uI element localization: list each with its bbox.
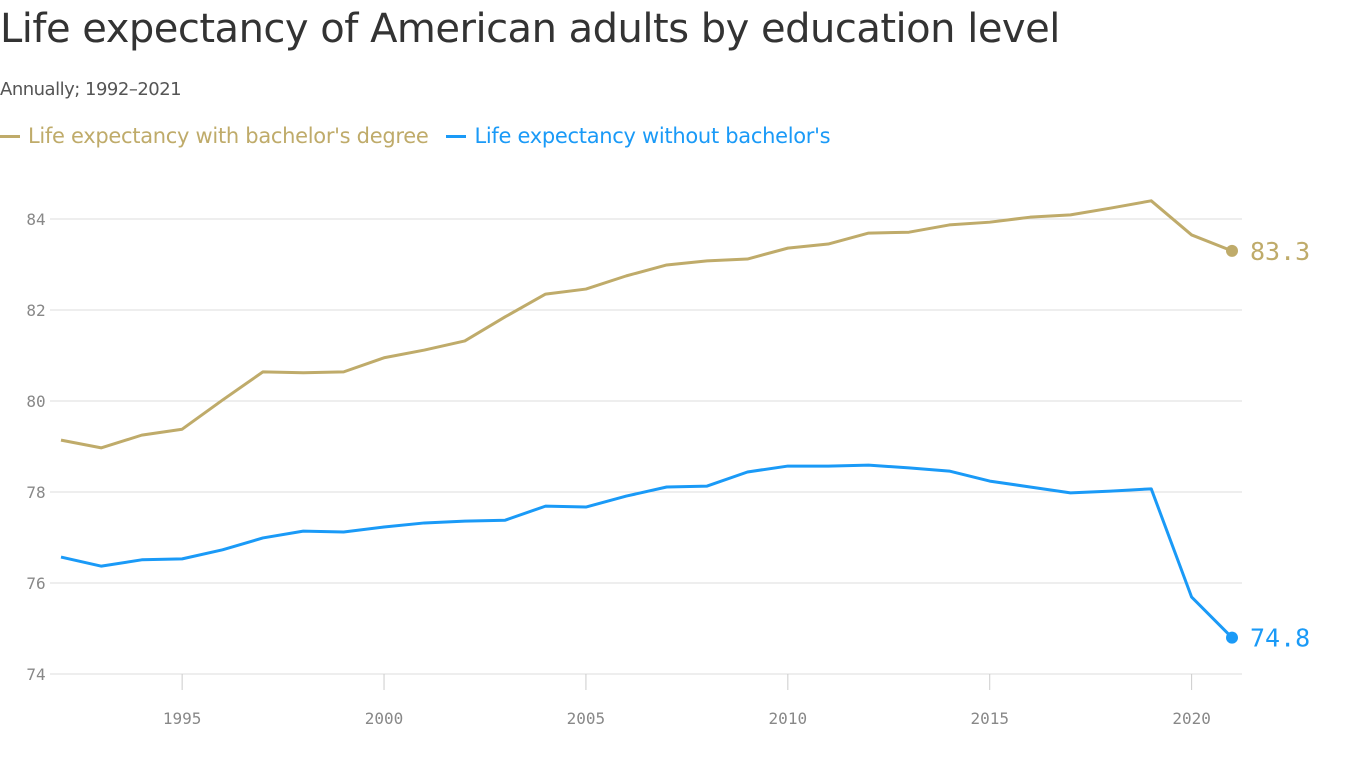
end-value-label: 74.8: [1250, 624, 1310, 653]
y-tick-label: 74: [26, 665, 45, 684]
x-tick-label: 2015: [970, 709, 1009, 728]
chart-title: Life expectancy of American adults by ed…: [0, 6, 1060, 52]
x-tick-label: 2000: [365, 709, 404, 728]
x-tick-label: 2005: [567, 709, 606, 728]
y-tick-label: 78: [26, 483, 45, 502]
x-tick-label: 2020: [1172, 709, 1211, 728]
legend: Life expectancy with bachelor's degree L…: [0, 124, 831, 148]
legend-swatch: [446, 134, 467, 138]
series-line-0: [60, 199, 1233, 450]
x-tick-label: 2010: [769, 709, 808, 728]
y-tick-label: 84: [26, 210, 45, 229]
chart-subtitle: Annually; 1992–2021: [0, 79, 182, 100]
legend-item-no-bachelors: Life expectancy without bachelor's: [446, 124, 831, 148]
end-point-marker: [1226, 244, 1238, 257]
legend-item-bachelors: Life expectancy with bachelor's degree: [0, 124, 429, 148]
legend-label: Life expectancy without bachelor's: [474, 124, 831, 148]
y-tick-label: 80: [26, 392, 45, 411]
series-line-1: [60, 463, 1234, 639]
legend-swatch: [0, 134, 20, 138]
end-point-marker: [1226, 631, 1238, 644]
y-tick-label: 82: [26, 301, 45, 320]
end-value-label: 83.3: [1250, 237, 1310, 266]
legend-label: Life expectancy with bachelor's degree: [28, 124, 429, 148]
x-tick-label: 1995: [163, 709, 202, 728]
y-tick-label: 76: [26, 574, 45, 593]
